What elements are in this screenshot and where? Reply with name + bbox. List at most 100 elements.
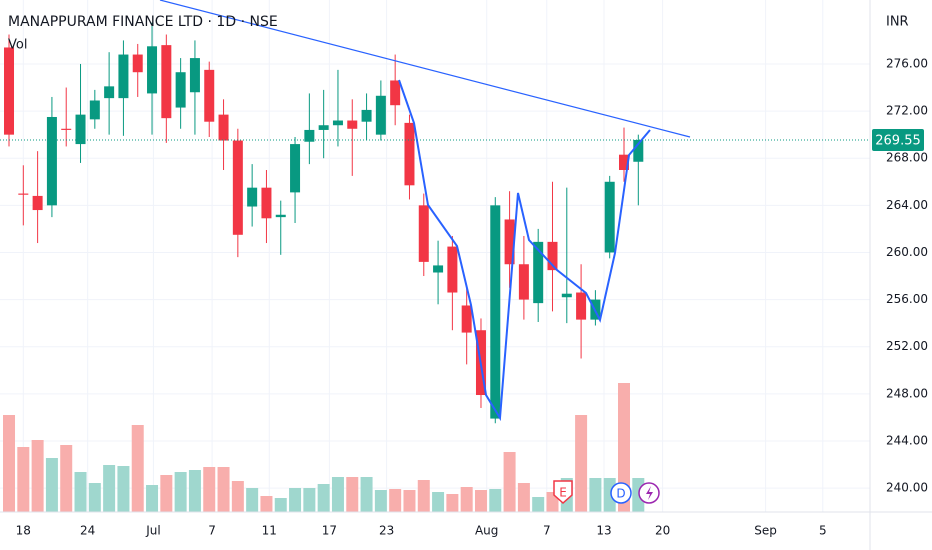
volume-bar	[489, 489, 502, 512]
volume-label: Vol	[8, 38, 27, 53]
volume-bar	[74, 472, 87, 512]
x-tick-label: Sep	[754, 524, 777, 538]
volume-bar	[60, 445, 73, 512]
candle-body	[547, 241, 558, 271]
volume-bar	[460, 487, 473, 512]
earnings-badge[interactable]: E	[553, 480, 573, 505]
candle-body	[604, 181, 615, 253]
volume-bar	[474, 490, 487, 512]
x-tick-label: 18	[16, 524, 31, 538]
candle-body	[189, 58, 200, 93]
x-tick-label: 24	[80, 524, 95, 538]
dividend-badge[interactable]: D	[610, 482, 632, 504]
volume-bar	[131, 425, 144, 512]
candle-body	[104, 86, 115, 99]
candle-body	[161, 45, 172, 119]
x-tick-label: 20	[655, 524, 670, 538]
volume-bar	[45, 458, 58, 512]
volume-bar	[231, 481, 244, 512]
chart-title: MANAPPURAM FINANCE LTD · 1D · NSE	[8, 14, 278, 30]
candle-body	[304, 129, 315, 142]
candle-body	[290, 144, 301, 193]
candle-body	[433, 265, 444, 273]
volume-bar	[146, 485, 159, 512]
candle-body	[576, 292, 587, 320]
volume-bar	[174, 472, 187, 512]
x-tick-label: 7	[208, 524, 216, 538]
candle-body	[361, 109, 372, 122]
volume-bar	[246, 488, 259, 512]
y-tick-label: 252.00	[886, 339, 928, 353]
y-tick-label: 244.00	[886, 433, 928, 447]
y-tick-label: 256.00	[886, 292, 928, 306]
candle-body	[318, 125, 329, 130]
x-tick-label: Jul	[145, 524, 160, 538]
x-tick-label: Aug	[475, 524, 498, 538]
candle-body	[518, 264, 529, 300]
event-label: E	[559, 486, 567, 500]
candle-body	[89, 100, 100, 120]
volume-bar	[260, 496, 273, 512]
candle-body	[347, 120, 358, 129]
candle-body	[46, 116, 57, 206]
y-tick-label: 260.00	[886, 245, 928, 259]
y-tick-label: 264.00	[886, 198, 928, 212]
event-label: D	[616, 487, 625, 501]
volume-bar	[575, 415, 588, 512]
volume-bar	[360, 477, 373, 512]
x-tick-label: 7	[543, 524, 551, 538]
currency: INR	[886, 15, 909, 30]
last-price-box	[872, 128, 924, 151]
y-tick-label: 240.00	[886, 481, 928, 495]
candle-body	[232, 140, 243, 235]
volume-bar	[346, 477, 359, 512]
volume-bar	[532, 497, 545, 512]
volume-bar	[160, 475, 173, 512]
volume-bar	[331, 477, 344, 512]
candle-body	[633, 139, 644, 162]
last-price-label: 269.55	[875, 133, 921, 148]
y-tick-label: 276.00	[886, 56, 928, 70]
volume-bar	[17, 447, 30, 512]
volume-bar	[303, 488, 316, 512]
candle-body	[418, 205, 429, 262]
candle-body	[4, 47, 15, 135]
y-tick-label: 268.00	[886, 151, 928, 165]
trend-line	[159, 0, 691, 138]
y-tick-label: 248.00	[886, 386, 928, 400]
candle-body	[132, 54, 143, 73]
volume-bar	[217, 467, 230, 512]
candle-body	[32, 195, 43, 211]
candle-body	[504, 219, 515, 265]
candle-body	[619, 154, 630, 170]
candle-body	[61, 128, 72, 130]
volume-bar	[446, 494, 459, 512]
volume-bar	[88, 483, 101, 512]
volume-bar	[103, 465, 116, 512]
x-tick-label: 11	[262, 524, 277, 538]
candle-body	[247, 187, 258, 207]
candle-body	[275, 214, 286, 218]
volume-bar	[432, 492, 445, 512]
split-badge[interactable]	[638, 482, 660, 504]
candle-body	[118, 54, 129, 99]
candle-body	[18, 193, 29, 195]
candle-body	[404, 122, 415, 186]
candle-body	[447, 246, 458, 293]
candle-body	[218, 114, 229, 141]
candle-body	[375, 95, 386, 135]
volume-bar	[188, 470, 201, 512]
candle-body	[490, 205, 501, 419]
volume-bar	[289, 488, 302, 512]
candle-body	[204, 69, 215, 122]
volume-bar	[317, 484, 330, 512]
volume-bar	[517, 483, 530, 512]
x-tick-label: 13	[596, 524, 611, 538]
volume-bar	[618, 383, 631, 512]
y-tick-label: 272.00	[886, 104, 928, 118]
candle-body	[261, 187, 272, 219]
volume-bar	[417, 480, 430, 512]
volume-bar	[203, 467, 216, 512]
zigzag-drawing	[398, 79, 651, 422]
